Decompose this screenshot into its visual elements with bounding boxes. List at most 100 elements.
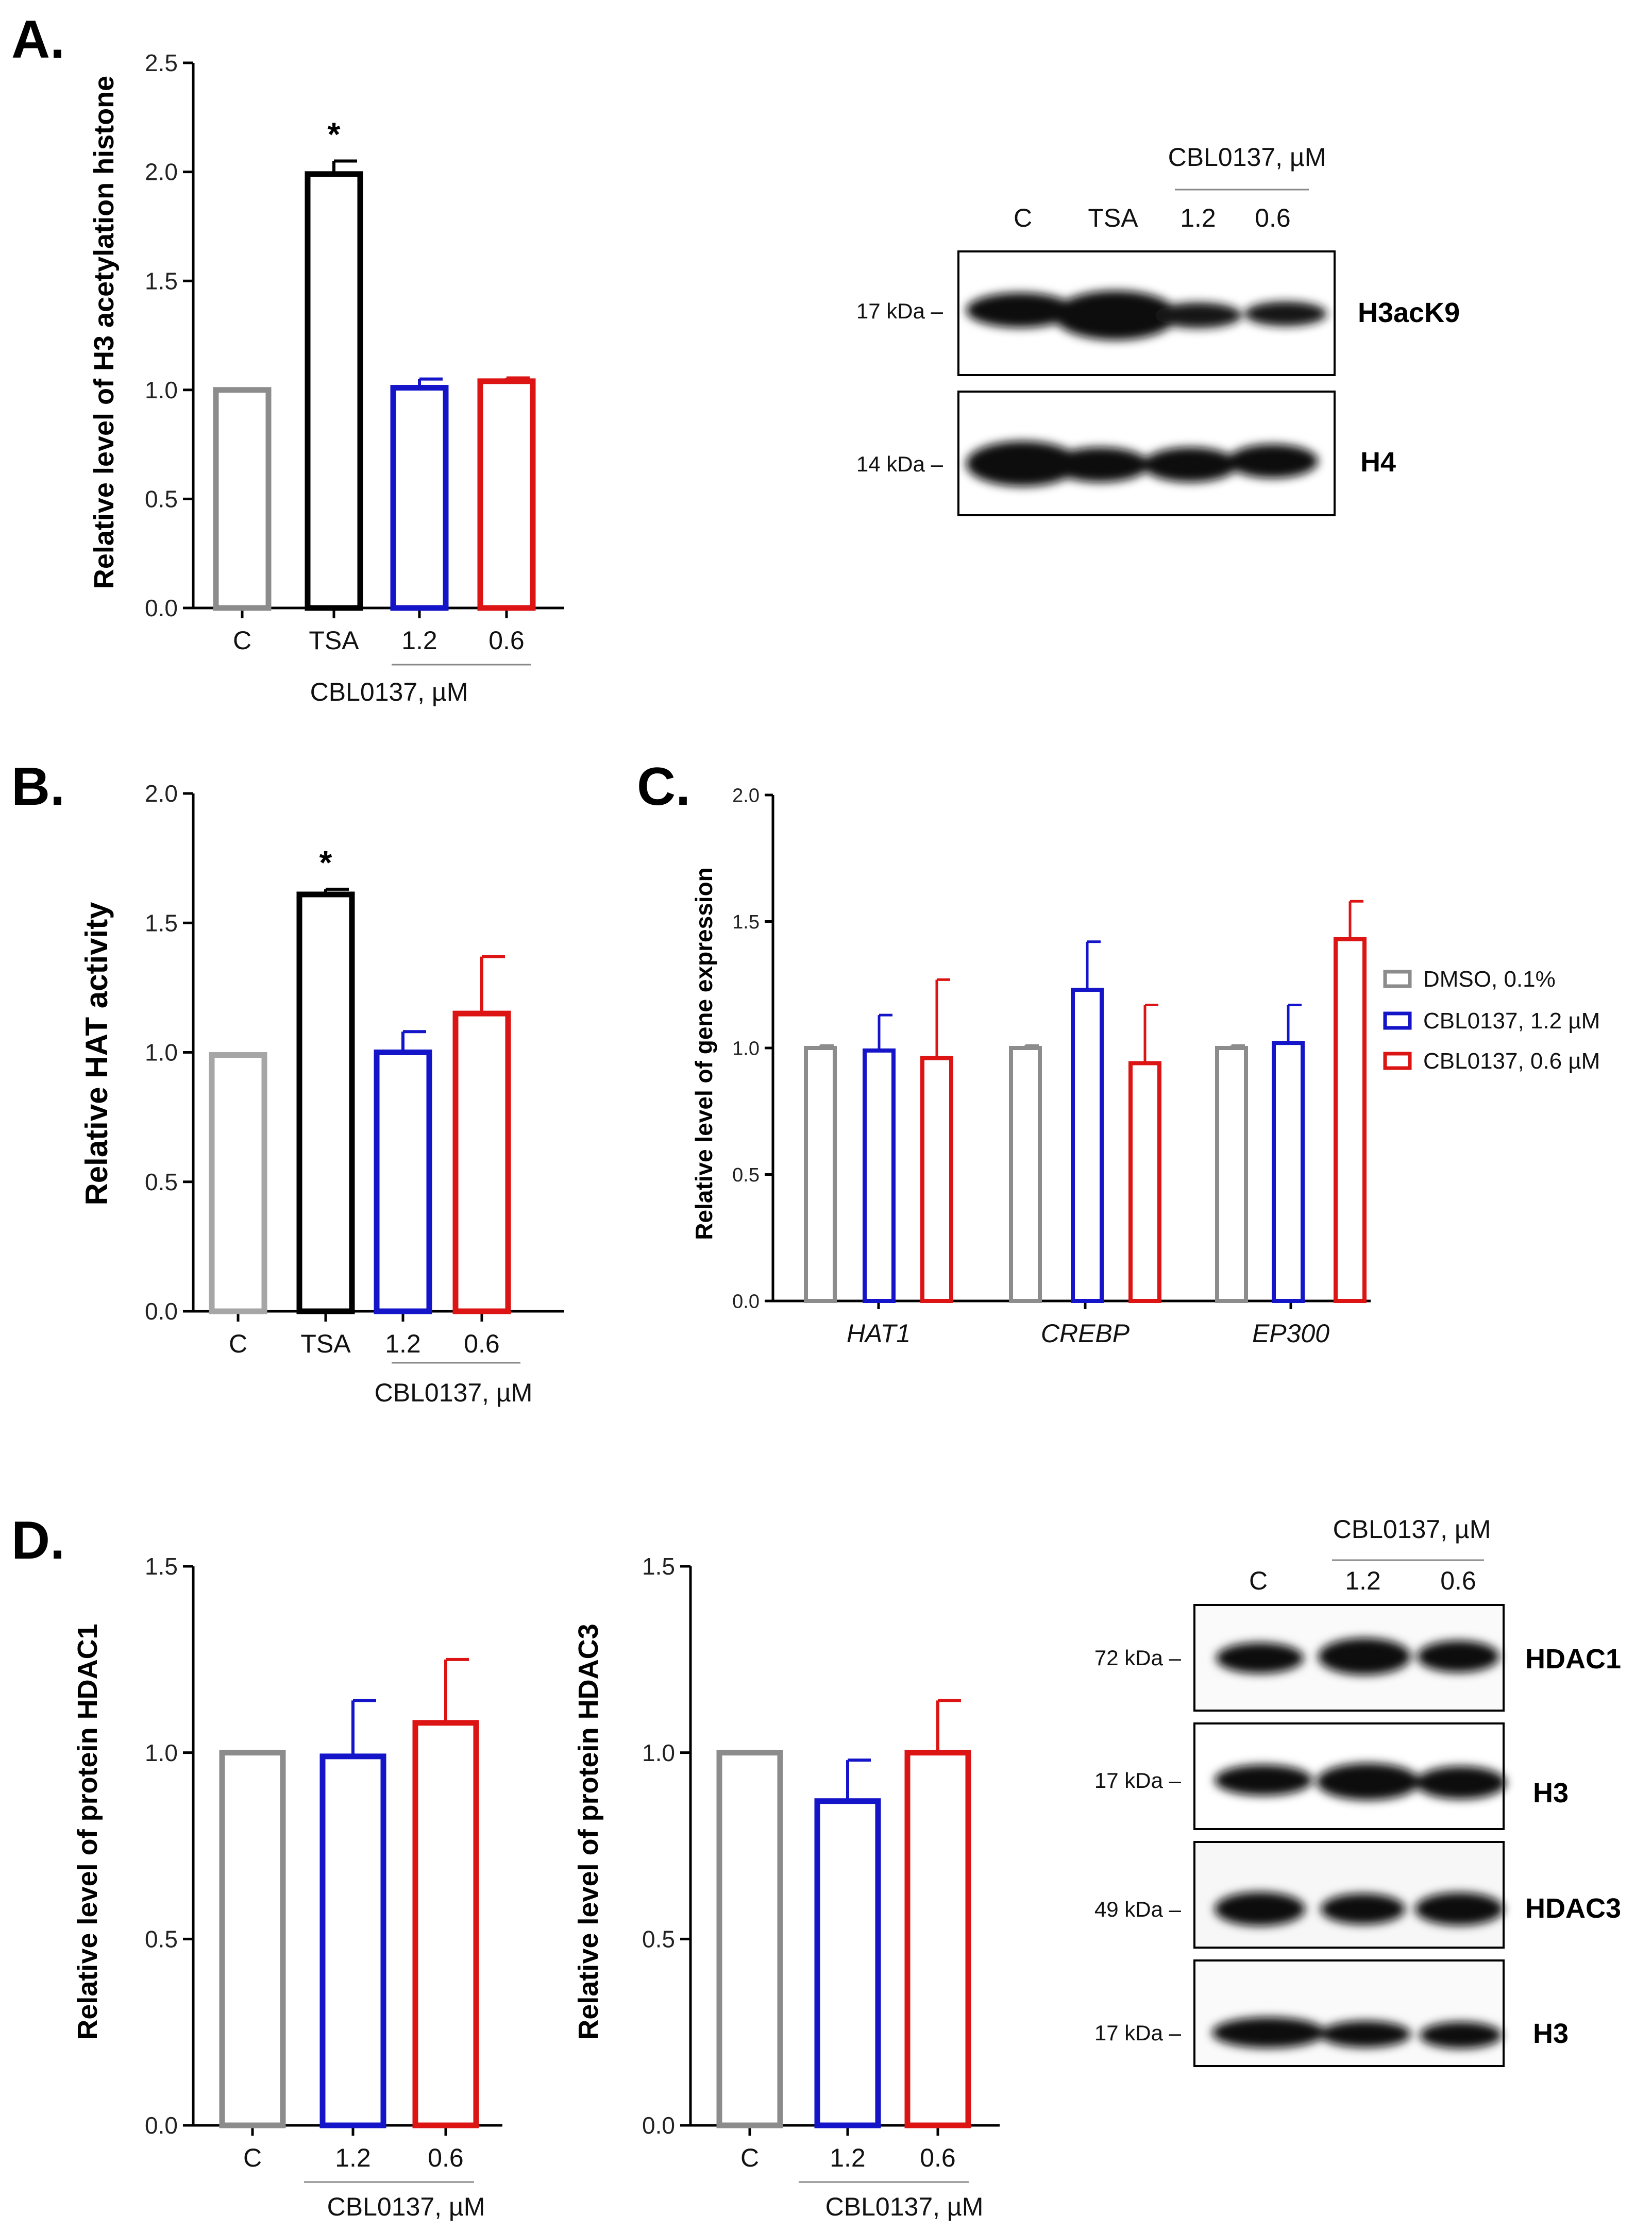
band (1051, 447, 1149, 482)
chart-c-y-tick-label: 1.0 (732, 1038, 760, 1059)
bar-d1-0 (219, 1750, 286, 2128)
band (1317, 1763, 1420, 1800)
blot-a-lane-1-2: 1.2 (1180, 204, 1216, 232)
chart-c-x-category-ep300: EP300 (1252, 1319, 1329, 1348)
blot-a-bands-h4 (966, 441, 1318, 486)
band (1212, 2017, 1325, 2048)
bar-d2-1 (814, 1798, 881, 2128)
blot-a-protein-h4: H4 (1360, 447, 1396, 478)
chart-a-h3-acetylation: Relative level of H3 acetylation histone… (89, 49, 564, 706)
bar-ep300-series-1 (1272, 1041, 1305, 1304)
legend-label-dmso: DMSO, 0.1% (1423, 967, 1556, 992)
chart-d1-x-category: C (243, 2143, 262, 2172)
band (966, 441, 1080, 486)
chart-d-hdac3: Relative level of protein HDAC3 CBL0137,… (573, 1553, 1000, 2221)
chart-c-y-axis-label: Relative level of gene expression (690, 867, 717, 1240)
panel-letter-b: B. (11, 757, 65, 817)
panel-letter-c: C. (637, 757, 690, 817)
blot-d: CBL0137, µM C 1.2 0.6 72 kDa – HDAC1 17 … (1094, 1515, 1621, 2067)
chart-a-y-axis-label: Relative level of H3 acetylation histone (89, 76, 120, 589)
chart-a-y-tick-label: 1.5 (145, 267, 178, 294)
bar-d2-0 (716, 1750, 783, 2128)
chart-a-y-tick-label: 2.0 (145, 159, 178, 185)
bar-d2-2 (904, 1750, 971, 2128)
blot-a-marker-14kda: 14 kDa – (856, 452, 943, 476)
band (1415, 1766, 1506, 1799)
chart-a-group-label: CBL0137, µM (310, 678, 468, 706)
bar-hat1-series-0 (804, 1046, 837, 1303)
blot-a: CBL0137, µM C TSA 1.2 0.6 17 kDa – H3acK… (856, 143, 1460, 516)
chart-a-x-category: C (233, 626, 251, 655)
blot-d-bands-hdac3 (1215, 1892, 1504, 1926)
blot-a-lane-c: C (1014, 204, 1032, 232)
chart-b-y-tick-label: 2.0 (145, 780, 178, 807)
band (1215, 1765, 1312, 1796)
blot-d-marker-72kda: 72 kDa – (1094, 1646, 1182, 1670)
significance-marker: * (328, 115, 341, 153)
blot-d-treatment-label: CBL0137, µM (1333, 1515, 1491, 1544)
blot-a-lane-0-6: 0.6 (1255, 204, 1291, 232)
bar-b-2 (374, 1050, 432, 1314)
chart-d2-y-axis-label: Relative level of protein HDAC3 (573, 1624, 604, 2039)
chart-d1-y-axis-label: Relative level of protein HDAC1 (72, 1624, 103, 2039)
chart-b-y-tick-label: 1.5 (145, 909, 178, 936)
chart-d-hdac1: Relative level of protein HDAC1 CBL0137,… (72, 1553, 502, 2221)
chart-b-y-tick-label: 1.0 (145, 1039, 178, 1066)
chart-d1-y-tick-label: 1.5 (145, 1553, 178, 1580)
band (1415, 1892, 1504, 1925)
band (1154, 302, 1242, 328)
blot-a-marker-17kda: 17 kDa – (856, 299, 943, 323)
chart-d1-group-label: CBL0137, µM (327, 2192, 485, 2221)
chart-a-y-tick-label: 2.5 (145, 49, 178, 76)
band (1417, 1641, 1499, 1672)
chart-d2-x-category: C (740, 2143, 759, 2172)
blot-d-lane-c: C (1249, 1566, 1268, 1595)
bar-crebp-series-0 (1009, 1046, 1042, 1303)
chart-d1-y-tick-label: 1.0 (145, 1739, 178, 1766)
blot-d-lane-1-2: 1.2 (1345, 1566, 1381, 1595)
chart-c-legend: DMSO, 0.1% CBL0137, 1.2 µM CBL0137, 0.6 … (1383, 967, 1600, 1074)
chart-b-x-category: TSA (300, 1329, 351, 1358)
bar-hat1-series-2 (920, 1056, 953, 1303)
legend-swatch-dmso (1383, 970, 1412, 988)
chart-b-group-label: CBL0137, µM (375, 1378, 533, 1407)
legend-label-cbl-1-2: CBL0137, 1.2 µM (1423, 1008, 1600, 1034)
bar-b-1 (296, 891, 355, 1314)
chart-d2-y-tick-label: 0.5 (642, 1925, 675, 1952)
chart-c-x-category-crebp: CREBP (1041, 1319, 1130, 1348)
chart-b-x-category: 0.6 (464, 1329, 500, 1358)
band (1215, 1892, 1305, 1926)
chart-d2-y-tick-label: 0.0 (642, 2112, 675, 2139)
blot-d-protein-hdac1: HDAC1 (1525, 1644, 1621, 1675)
blot-d-bands-h3-top (1215, 1763, 1506, 1800)
chart-c-x-category-hat1: HAT1 (847, 1319, 911, 1348)
chart-b-x-category: 1.2 (385, 1329, 421, 1358)
bar-ep300-series-0 (1215, 1046, 1248, 1303)
blot-d-marker-17kda-b: 17 kDa – (1094, 2021, 1182, 2045)
chart-c-y-tick-label: 0.5 (732, 1164, 760, 1186)
chart-d2-y-tick-label: 1.0 (642, 1739, 675, 1766)
bar-a-2 (390, 385, 449, 611)
blot-d-lane-0-6: 0.6 (1440, 1566, 1476, 1595)
panel-letter-d: D. (11, 1511, 65, 1570)
blot-d-protein-h3-a: H3 (1533, 1778, 1569, 1808)
legend-swatch-cbl-0-6 (1383, 1052, 1412, 1070)
bar-b-3 (452, 1010, 511, 1314)
chart-b-hat-activity: Relative HAT activity CBL0137, µM 0.0 0.5… (79, 780, 564, 1407)
bar-crebp-series-2 (1128, 1061, 1161, 1303)
chart-a-y-tick-label: 1.0 (145, 377, 178, 403)
band (1143, 447, 1238, 482)
chart-c-y-tick-label: 1.5 (732, 911, 760, 933)
band (1054, 291, 1177, 340)
chart-a-x-category: TSA (309, 626, 359, 655)
band (1244, 301, 1327, 326)
bar-hat1-series-1 (863, 1048, 896, 1304)
bar-d1-1 (319, 1753, 386, 2128)
chart-c-gene-expression: Relative level of gene expression DMSO, … (690, 785, 1600, 1348)
chart-a-y-tick-label: 0.5 (145, 486, 178, 513)
blot-d-protein-h3-b: H3 (1533, 2018, 1569, 2049)
bar-a-1 (305, 171, 363, 611)
band (1420, 2022, 1502, 2049)
chart-b-y-axis-label: Relative HAT activity (79, 902, 114, 1206)
